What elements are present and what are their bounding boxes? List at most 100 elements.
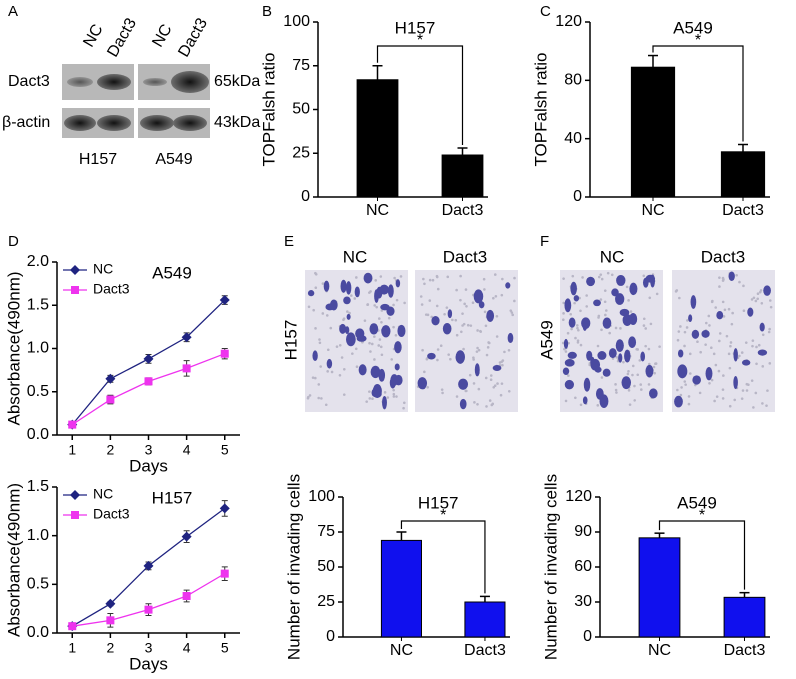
pore <box>696 340 699 344</box>
pore <box>644 327 648 330</box>
pore <box>721 300 725 304</box>
size-label: 43kDa <box>214 114 260 131</box>
pore <box>742 284 745 288</box>
pore <box>683 344 686 348</box>
pore <box>484 376 488 380</box>
cell <box>354 286 360 298</box>
column-label: Dact3 <box>701 247 745 266</box>
pore <box>317 396 320 400</box>
pore <box>363 319 367 322</box>
pore <box>422 277 425 281</box>
cell <box>582 396 588 405</box>
cell <box>568 317 576 328</box>
bar <box>441 154 484 198</box>
pore <box>507 348 511 352</box>
pore <box>393 276 396 280</box>
pore <box>631 373 634 377</box>
lane-label: Dact3 <box>175 15 211 60</box>
cell <box>733 348 738 362</box>
y-tick-label: 1.5 <box>27 296 49 313</box>
cell <box>346 313 351 320</box>
lane-label: Dact3 <box>104 15 140 60</box>
pore <box>387 316 391 320</box>
y-tick-label: 75 <box>317 523 335 540</box>
pore <box>425 357 429 361</box>
cell <box>621 376 632 390</box>
cell <box>478 301 485 309</box>
pore <box>383 391 387 394</box>
pore <box>513 299 516 303</box>
pore <box>447 353 450 356</box>
column-label: NC <box>600 247 625 266</box>
pore <box>435 274 439 278</box>
bar <box>380 539 422 638</box>
y-tick-label: 0 <box>301 188 310 205</box>
pore <box>768 327 771 331</box>
y-axis-label: Absorbance(490nm) <box>4 271 23 425</box>
pore <box>446 275 450 279</box>
pore <box>403 301 406 305</box>
pore <box>653 371 656 375</box>
pore <box>483 288 486 291</box>
pore <box>575 324 579 327</box>
group-label: A549 <box>155 151 192 168</box>
pore <box>727 352 731 356</box>
y-tick-label: 50 <box>292 101 310 118</box>
blot-band <box>173 115 207 131</box>
blot-band <box>97 74 131 90</box>
pore <box>395 298 399 302</box>
pore <box>355 365 359 369</box>
pore <box>510 311 514 314</box>
pore <box>755 362 758 366</box>
pore <box>758 290 762 294</box>
pore <box>718 276 721 279</box>
y-tick-label: 100 <box>308 488 335 505</box>
marker <box>143 353 154 364</box>
pore <box>678 296 681 300</box>
row-label: H157 <box>281 320 300 361</box>
cell <box>677 349 684 358</box>
cell <box>389 377 396 389</box>
pore <box>354 347 358 351</box>
cell <box>372 390 382 398</box>
y-tick-label: 0 <box>573 188 582 205</box>
pore <box>455 333 459 337</box>
cell <box>615 339 624 352</box>
pore <box>462 347 465 351</box>
pore <box>343 367 346 371</box>
cell <box>417 377 428 390</box>
cell <box>763 285 771 296</box>
cell <box>642 277 649 288</box>
panel-label: F <box>540 233 549 250</box>
pore <box>677 330 681 333</box>
y-axis-label: Absorbance(490nm) <box>4 483 23 637</box>
y-tick-label: 0.0 <box>27 426 49 443</box>
pore <box>378 338 382 341</box>
pore <box>679 325 682 328</box>
bar <box>638 537 681 638</box>
pore <box>380 353 384 357</box>
pore <box>615 391 618 394</box>
y-tick-label: 1.0 <box>27 340 49 357</box>
x-tick-label: 2 <box>106 640 114 656</box>
y-tick-label: 80 <box>564 72 582 89</box>
x-tick-label: 3 <box>145 442 153 458</box>
pore <box>314 272 318 276</box>
pore <box>380 320 383 324</box>
y-axis-label: Number of invading cells <box>284 474 303 660</box>
cell <box>312 350 318 362</box>
x-tick-label: NC <box>366 202 389 219</box>
cell <box>597 351 607 360</box>
marker <box>144 605 153 614</box>
cell <box>583 377 591 392</box>
cell <box>505 282 511 289</box>
pore <box>314 327 317 330</box>
pore <box>489 374 493 377</box>
cell <box>397 324 406 338</box>
pore <box>729 344 732 348</box>
pore <box>431 278 435 282</box>
cell <box>581 317 591 329</box>
pore <box>738 354 741 358</box>
cell <box>705 366 713 381</box>
pore <box>449 357 452 361</box>
